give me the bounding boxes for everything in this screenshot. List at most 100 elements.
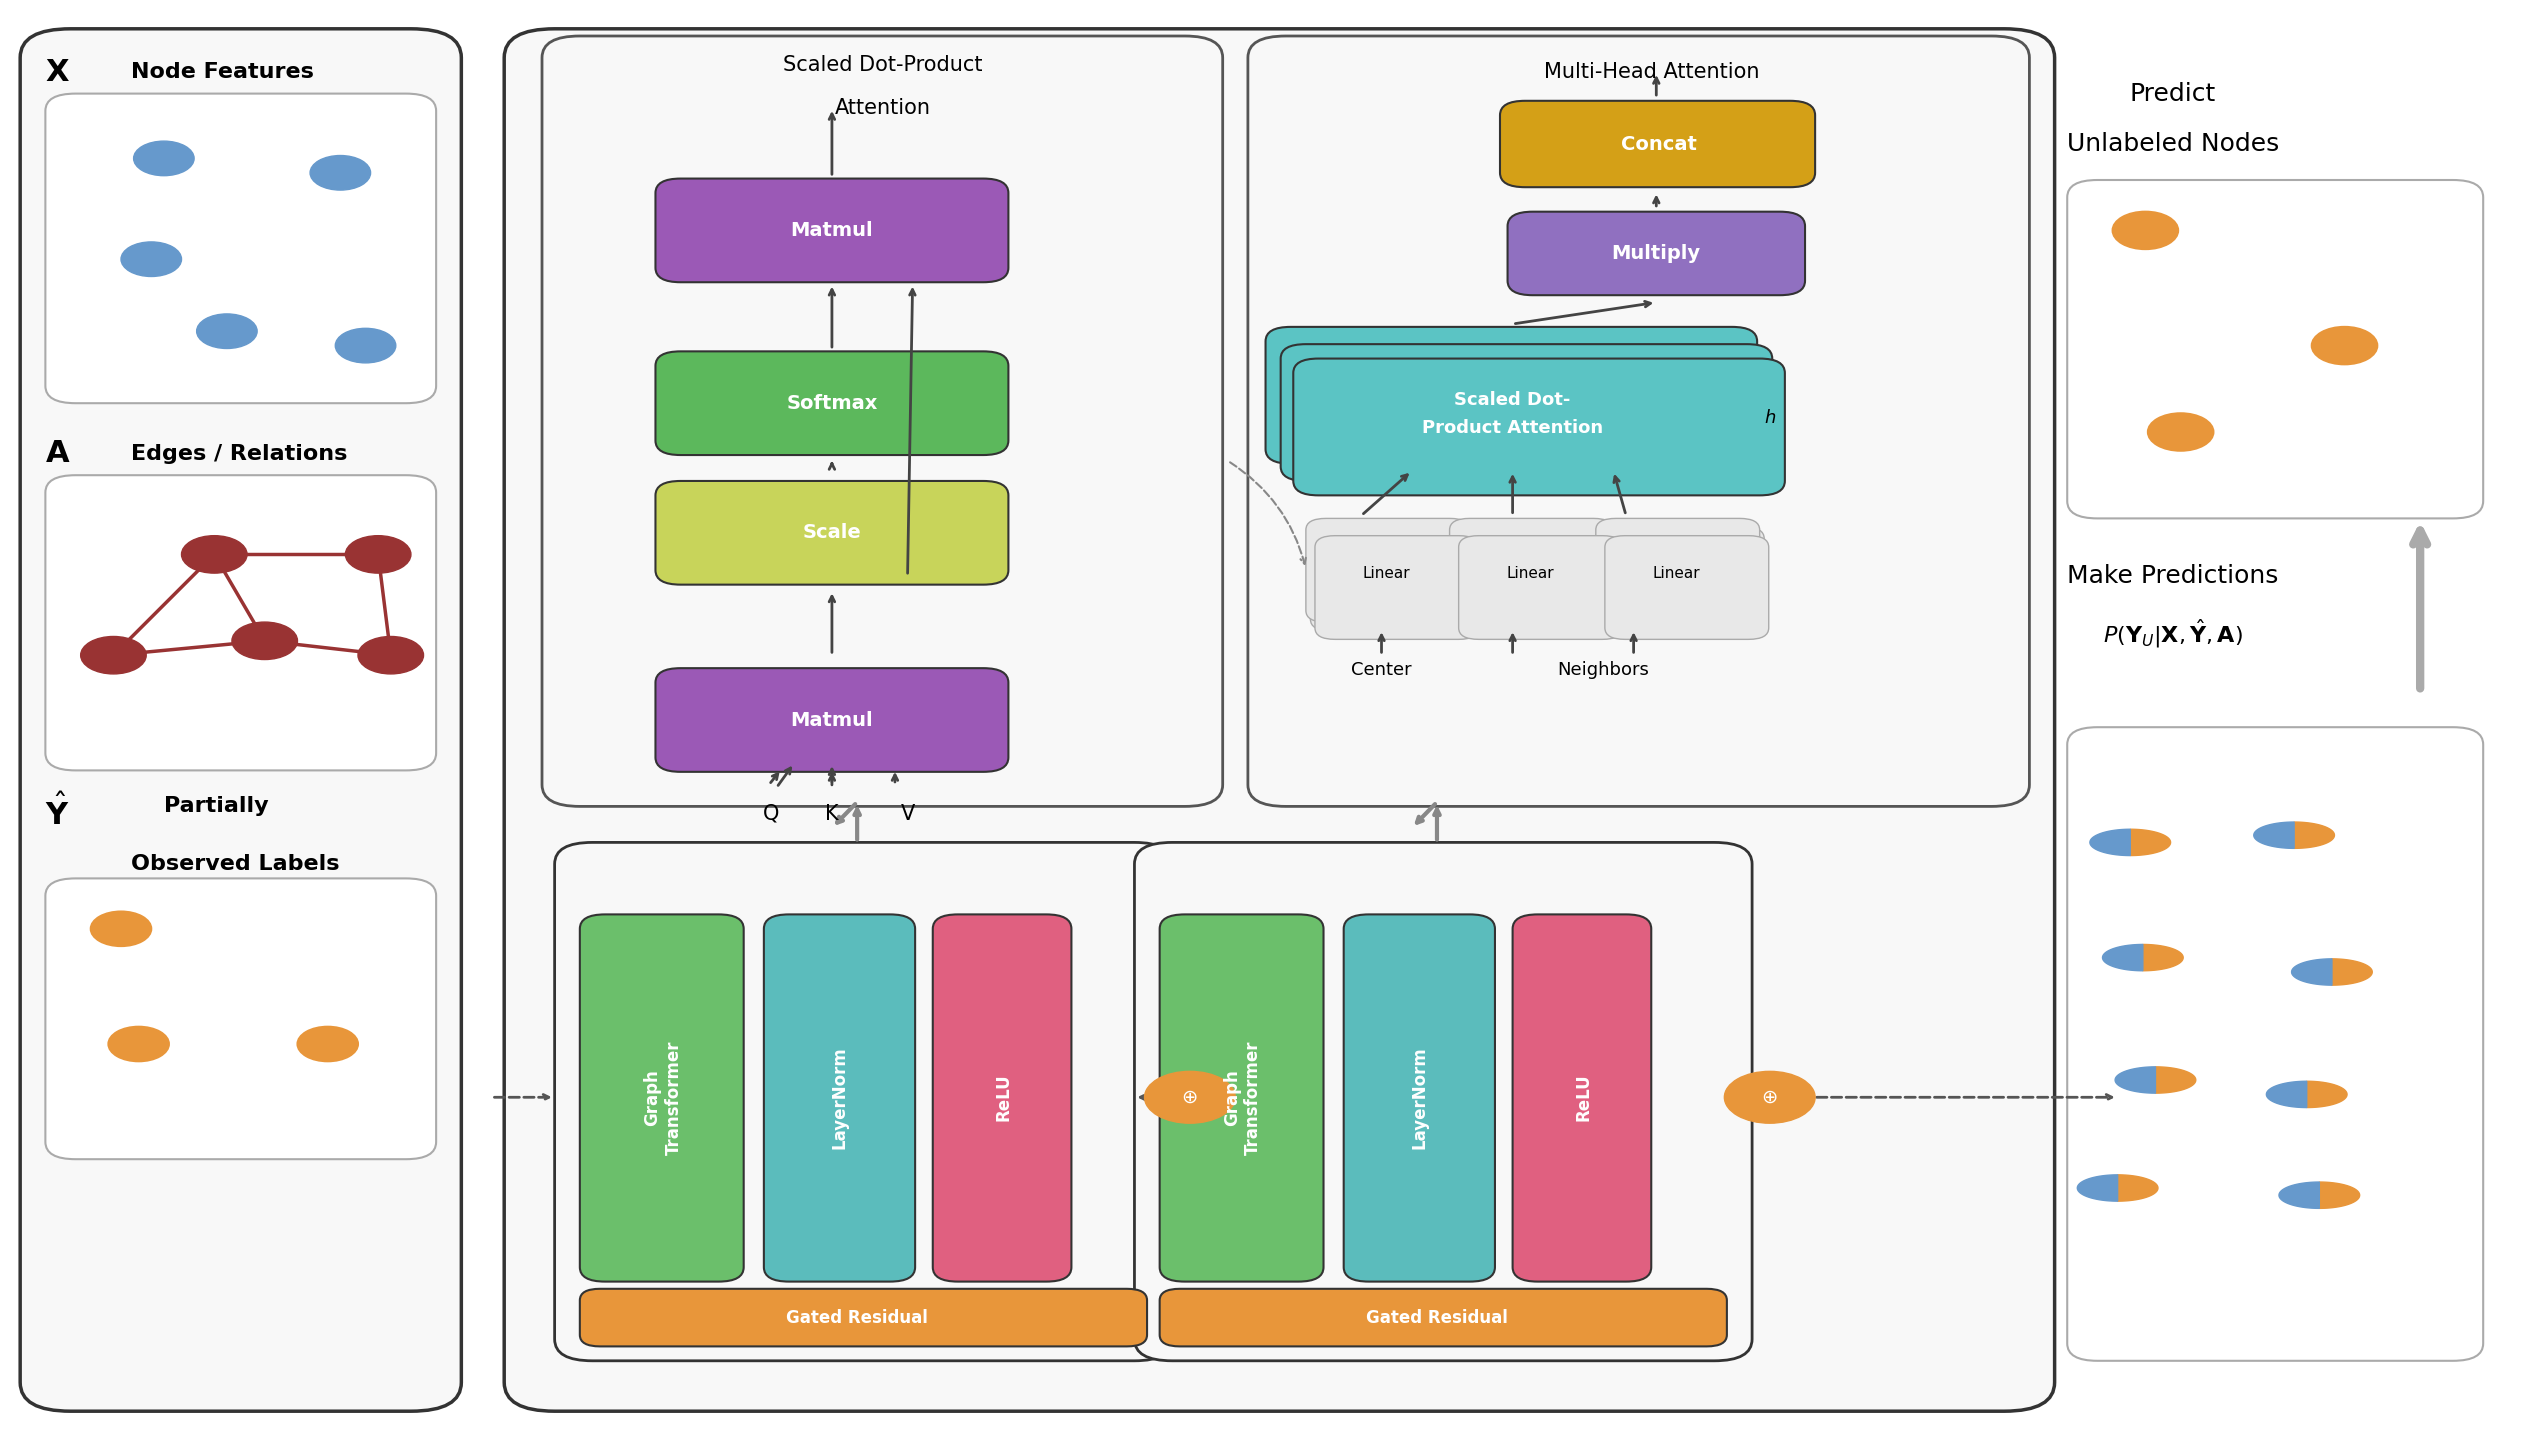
Text: Edges / Relations: Edges / Relations [131, 444, 348, 464]
FancyBboxPatch shape [45, 878, 436, 1159]
Circle shape [197, 314, 257, 348]
Text: Node Features: Node Features [131, 62, 315, 82]
Text: Scaled Dot-Product: Scaled Dot-Product [782, 55, 983, 75]
Text: Gated Residual: Gated Residual [787, 1309, 928, 1326]
Text: Product Attention: Product Attention [1422, 419, 1603, 436]
FancyBboxPatch shape [580, 914, 744, 1282]
Polygon shape [2292, 959, 2332, 985]
Polygon shape [2103, 945, 2143, 971]
Polygon shape [2130, 829, 2171, 855]
Circle shape [232, 622, 297, 660]
Circle shape [2261, 428, 2327, 465]
Polygon shape [2266, 1081, 2307, 1107]
Text: Observed Labels: Observed Labels [131, 854, 340, 874]
Circle shape [159, 1099, 219, 1133]
Text: ReLU: ReLU [1573, 1073, 1593, 1122]
Circle shape [2287, 226, 2352, 264]
FancyBboxPatch shape [1306, 518, 1470, 622]
FancyBboxPatch shape [1248, 36, 2029, 806]
Circle shape [345, 536, 411, 573]
Circle shape [108, 1027, 169, 1061]
Polygon shape [2279, 1182, 2319, 1208]
Text: Graph
Transformer: Graph Transformer [643, 1040, 683, 1155]
Text: Unlabeled Nodes: Unlabeled Nodes [2067, 132, 2279, 156]
Polygon shape [2332, 959, 2372, 985]
Text: Attention: Attention [834, 98, 930, 118]
FancyBboxPatch shape [1293, 359, 1785, 495]
FancyBboxPatch shape [933, 914, 1071, 1282]
Circle shape [247, 933, 308, 968]
FancyBboxPatch shape [1316, 536, 1480, 639]
FancyBboxPatch shape [1606, 536, 1770, 639]
Text: LayerNorm: LayerNorm [829, 1045, 850, 1149]
FancyBboxPatch shape [1596, 518, 1760, 622]
Circle shape [1145, 1071, 1235, 1123]
Text: Predict: Predict [2130, 82, 2216, 105]
FancyBboxPatch shape [1500, 101, 1815, 187]
Circle shape [134, 141, 194, 176]
Text: Linear: Linear [1364, 566, 1409, 580]
Text: Scale: Scale [802, 523, 862, 543]
Text: Linear: Linear [1508, 566, 1553, 580]
FancyBboxPatch shape [655, 668, 1008, 772]
Text: h: h [1765, 409, 1777, 426]
Text: Center: Center [1351, 661, 1412, 678]
Circle shape [91, 912, 151, 946]
Circle shape [2312, 327, 2377, 364]
Text: LayerNorm: LayerNorm [1409, 1045, 1429, 1149]
Text: Scaled Dot-: Scaled Dot- [1455, 392, 1571, 409]
Polygon shape [2115, 1067, 2155, 1093]
Polygon shape [2307, 1081, 2347, 1107]
Text: Multi-Head Attention: Multi-Head Attention [1543, 62, 1760, 82]
Circle shape [335, 328, 396, 363]
FancyBboxPatch shape [655, 481, 1008, 585]
Circle shape [182, 536, 247, 573]
FancyBboxPatch shape [20, 29, 461, 1411]
Circle shape [121, 242, 182, 276]
FancyBboxPatch shape [1460, 536, 1624, 639]
FancyBboxPatch shape [1513, 914, 1651, 1282]
Text: Partially: Partially [164, 796, 270, 816]
FancyBboxPatch shape [542, 36, 1223, 806]
Text: Softmax: Softmax [787, 393, 877, 413]
Text: Linear: Linear [1654, 566, 1699, 580]
Circle shape [81, 636, 146, 674]
Polygon shape [2254, 822, 2294, 848]
Polygon shape [2118, 1175, 2158, 1201]
Polygon shape [2143, 945, 2183, 971]
FancyBboxPatch shape [1450, 518, 1613, 622]
Text: Concat: Concat [1621, 134, 1697, 154]
Text: Make Predictions: Make Predictions [2067, 564, 2279, 588]
Polygon shape [2090, 829, 2130, 855]
FancyBboxPatch shape [764, 914, 915, 1282]
Text: V: V [900, 804, 915, 824]
Text: Graph
Transformer: Graph Transformer [1223, 1040, 1263, 1155]
FancyBboxPatch shape [555, 842, 1172, 1361]
FancyBboxPatch shape [655, 179, 1008, 282]
FancyBboxPatch shape [655, 351, 1008, 455]
FancyBboxPatch shape [1508, 212, 1805, 295]
FancyBboxPatch shape [1281, 344, 1772, 481]
Text: Neighbors: Neighbors [1558, 661, 1649, 678]
Circle shape [2113, 212, 2178, 249]
FancyBboxPatch shape [1601, 527, 1765, 631]
Circle shape [2148, 413, 2213, 451]
Text: Multiply: Multiply [1611, 243, 1702, 264]
Circle shape [335, 1092, 396, 1126]
FancyBboxPatch shape [45, 475, 436, 770]
Text: $\mathbf{X}$: $\mathbf{X}$ [45, 56, 71, 88]
Text: ReLU: ReLU [993, 1073, 1013, 1122]
FancyBboxPatch shape [1455, 527, 1618, 631]
FancyBboxPatch shape [1160, 914, 1324, 1282]
Text: ⊕: ⊕ [1182, 1087, 1197, 1107]
Text: Gated Residual: Gated Residual [1366, 1309, 1508, 1326]
Polygon shape [2294, 822, 2334, 848]
Circle shape [310, 156, 371, 190]
Text: $\mathbf{A}$: $\mathbf{A}$ [45, 438, 71, 469]
Polygon shape [2077, 1175, 2118, 1201]
Circle shape [1724, 1071, 1815, 1123]
Polygon shape [2155, 1067, 2196, 1093]
Polygon shape [2319, 1182, 2360, 1208]
Text: K: K [824, 804, 839, 824]
FancyBboxPatch shape [45, 94, 436, 403]
